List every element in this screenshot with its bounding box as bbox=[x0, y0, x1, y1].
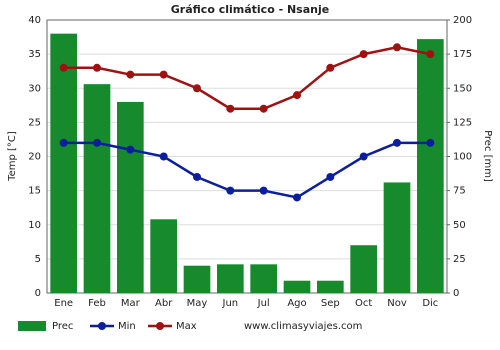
bar bbox=[317, 280, 344, 293]
point bbox=[393, 43, 401, 52]
point bbox=[326, 172, 335, 181]
legend-swatch bbox=[156, 322, 164, 330]
y-tick-label: 5 bbox=[35, 254, 41, 265]
legend-label: Max bbox=[176, 321, 197, 332]
y2-tick-label: 0 bbox=[453, 288, 459, 299]
x-tick-label: Jun bbox=[222, 298, 239, 309]
chart-title: Gráfico climático - Nsanje bbox=[171, 3, 329, 16]
point bbox=[193, 84, 201, 93]
source: www.climasyviajes.com bbox=[244, 321, 362, 332]
y-tick-label: 20 bbox=[28, 152, 41, 163]
bar bbox=[350, 245, 377, 293]
plot-frame bbox=[46, 19, 448, 294]
bar bbox=[50, 33, 77, 294]
y-tick-label: 35 bbox=[28, 49, 41, 60]
bar bbox=[117, 101, 144, 294]
point bbox=[359, 50, 368, 59]
legend-swatch bbox=[98, 322, 106, 330]
x-tick-label: Sep bbox=[321, 298, 340, 309]
point bbox=[226, 186, 235, 195]
x-tick-label: Ago bbox=[287, 298, 306, 309]
point bbox=[426, 138, 435, 147]
point bbox=[126, 70, 135, 79]
bar bbox=[183, 265, 211, 293]
point bbox=[193, 172, 201, 181]
y-tick-label: 30 bbox=[28, 83, 41, 94]
bar bbox=[417, 39, 444, 293]
y2-tick-label: 200 bbox=[453, 15, 472, 26]
y-tick-label: 40 bbox=[28, 15, 41, 26]
x-tick-label: Feb bbox=[88, 298, 106, 309]
y-tick-label: 25 bbox=[28, 117, 41, 128]
point bbox=[259, 104, 268, 113]
point bbox=[293, 193, 301, 202]
x-tick-label: Mar bbox=[121, 298, 141, 309]
x-tick-label: Dic bbox=[422, 298, 438, 309]
point bbox=[426, 50, 435, 59]
x-tick-label: May bbox=[187, 298, 208, 309]
point bbox=[393, 138, 401, 147]
point bbox=[293, 91, 301, 100]
point bbox=[59, 138, 68, 147]
legend-label: Prec bbox=[52, 321, 73, 332]
y-axis-label: Temp [°C] bbox=[7, 131, 18, 182]
line bbox=[63, 46, 431, 110]
bar bbox=[283, 280, 311, 293]
legend-swatch bbox=[18, 321, 46, 331]
bar bbox=[150, 219, 177, 293]
y2-tick-label: 150 bbox=[453, 83, 472, 94]
y2-tick-label: 175 bbox=[453, 49, 472, 60]
x-tick-label: Nov bbox=[387, 298, 407, 309]
point bbox=[159, 70, 168, 79]
point bbox=[93, 138, 101, 147]
y-tick-label: 10 bbox=[28, 220, 41, 231]
y2-tick-label: 75 bbox=[453, 186, 466, 197]
x-tick-label: Oct bbox=[355, 298, 372, 309]
point bbox=[93, 63, 101, 72]
point bbox=[59, 63, 68, 72]
point bbox=[326, 63, 335, 72]
bar bbox=[217, 264, 244, 293]
point bbox=[159, 152, 168, 161]
x-tick-label: Jul bbox=[257, 298, 270, 309]
point bbox=[259, 186, 268, 195]
point bbox=[359, 152, 368, 161]
legend-label: Min bbox=[118, 321, 136, 332]
line bbox=[63, 141, 431, 199]
point bbox=[126, 145, 135, 154]
y2-tick-label: 100 bbox=[453, 152, 472, 163]
x-tick-label: Ene bbox=[54, 298, 73, 309]
y-tick-label: 0 bbox=[35, 288, 41, 299]
y2-tick-label: 125 bbox=[453, 117, 472, 128]
point bbox=[226, 104, 235, 113]
bar bbox=[250, 264, 277, 293]
bar bbox=[383, 182, 411, 293]
y2-tick-label: 25 bbox=[453, 254, 466, 265]
y-tick-label: 15 bbox=[28, 186, 41, 197]
y2-axis-label: Prec [mm] bbox=[482, 130, 493, 182]
y2-tick-label: 50 bbox=[453, 220, 466, 231]
bar bbox=[83, 84, 111, 293]
x-tick-label: Abr bbox=[155, 298, 173, 309]
